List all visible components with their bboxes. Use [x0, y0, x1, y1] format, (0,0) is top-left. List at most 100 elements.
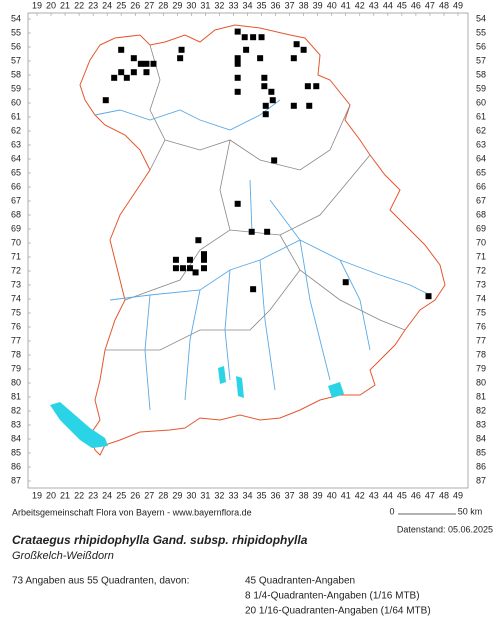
x-grid-label: 28 [158, 0, 168, 10]
occurrence [111, 74, 118, 81]
y-grid-label: 74 [476, 293, 486, 303]
y-grid-label: 68 [476, 209, 486, 219]
occurrence [234, 55, 241, 62]
lake-bodensee [50, 402, 108, 448]
occurrence [264, 228, 271, 235]
lake-starnberger [236, 376, 244, 398]
occurrence [172, 265, 179, 272]
y-grid-label: 62 [476, 125, 486, 135]
x-grid-label: 45 [397, 490, 407, 500]
y-grid-label: 79 [476, 363, 486, 373]
x-grid-label: 21 [60, 490, 70, 500]
x-grid-label: 48 [439, 0, 449, 10]
x-grid-label: 48 [439, 490, 449, 500]
occurrence [290, 102, 297, 109]
y-grid-label: 70 [476, 237, 486, 247]
x-grid-label: 40 [327, 490, 337, 500]
x-grid-label: 24 [102, 490, 112, 500]
x-grid-label: 38 [299, 0, 309, 10]
occurrence [241, 34, 248, 41]
y-grid-label: 82 [476, 405, 486, 415]
y-grid-label: 73 [476, 279, 486, 289]
occurrence [123, 74, 130, 81]
y-grid-label: 87 [11, 475, 21, 485]
y-grid-label: 69 [11, 223, 21, 233]
occurrence [268, 88, 275, 95]
x-grid-label: 49 [453, 0, 463, 10]
y-grid-label: 63 [476, 139, 486, 149]
y-grid-label: 75 [11, 307, 21, 317]
x-grid-label: 46 [411, 490, 421, 500]
y-grid-label: 59 [476, 83, 486, 93]
y-grid-label: 82 [11, 405, 21, 415]
x-grid-label: 23 [88, 0, 98, 10]
x-grid-label: 46 [411, 0, 421, 10]
summary: 73 Angaben aus 55 Quadranten, davon: [12, 576, 189, 587]
y-grid-label: 74 [11, 293, 21, 303]
y-grid-label: 84 [11, 433, 21, 443]
common-name: Großkelch-Weißdorn [12, 550, 114, 562]
y-grid-label: 80 [11, 377, 21, 387]
y-grid-label: 70 [11, 237, 21, 247]
y-grid-label: 58 [11, 69, 21, 79]
occurrence [300, 46, 307, 53]
map-frame [27, 12, 469, 489]
y-grid-label: 69 [476, 223, 486, 233]
occurrence [177, 55, 184, 62]
x-grid-label: 20 [46, 0, 56, 10]
y-grid-label: 57 [476, 55, 486, 65]
y-grid-label: 77 [11, 335, 21, 345]
occurrence [234, 200, 241, 207]
y-grid-label: 56 [476, 41, 486, 51]
x-grid-label: 21 [60, 0, 70, 10]
x-grid-label: 40 [327, 0, 337, 10]
occurrence [179, 265, 186, 272]
y-grid-label: 78 [11, 349, 21, 359]
y-grid-label: 86 [476, 461, 486, 471]
scale-end: 50 km [458, 506, 483, 516]
rivers [94, 99, 431, 411]
x-grid-label: 31 [200, 0, 210, 10]
occurrence [262, 111, 269, 118]
y-grid-label: 78 [476, 349, 486, 359]
y-grid-label: 83 [11, 419, 21, 429]
y-grid-label: 61 [476, 111, 486, 121]
occurrence [137, 60, 144, 67]
x-grid-label: 47 [425, 490, 435, 500]
x-grid-label: 23 [88, 490, 98, 500]
y-grid-label: 68 [11, 209, 21, 219]
district-borders [105, 44, 406, 351]
occurrence [261, 74, 268, 81]
lake-ammersee [218, 366, 226, 384]
y-grid-label: 61 [11, 111, 21, 121]
x-grid-label: 27 [144, 0, 154, 10]
occurrence [200, 265, 207, 272]
occurrence [200, 251, 207, 258]
y-grid-label: 80 [476, 377, 486, 387]
x-grid-label: 36 [271, 0, 281, 10]
y-grid-label: 58 [476, 69, 486, 79]
x-grid-label: 37 [285, 0, 295, 10]
y-grid-label: 62 [11, 125, 21, 135]
x-grid-label: 38 [299, 490, 309, 500]
y-grid-label: 81 [11, 391, 21, 401]
occurrence [130, 69, 137, 76]
y-grid-label: 77 [476, 335, 486, 345]
x-grid-label: 34 [242, 490, 252, 500]
y-grid-label: 84 [476, 433, 486, 443]
occurrence [243, 46, 250, 53]
occurrence [261, 83, 268, 90]
y-grid-label: 54 [476, 13, 486, 23]
x-grid-label: 35 [257, 0, 267, 10]
x-grid-label: 36 [271, 490, 281, 500]
y-grid-label: 72 [476, 265, 486, 275]
x-grid-label: 47 [425, 0, 435, 10]
x-grid-label: 30 [186, 0, 196, 10]
y-grid-label: 65 [476, 167, 486, 177]
scale-start: 0 [389, 506, 394, 516]
y-grid-label: 73 [11, 279, 21, 289]
y-grid-label: 65 [11, 167, 21, 177]
occurrence [234, 60, 241, 67]
occurrence [143, 69, 150, 76]
